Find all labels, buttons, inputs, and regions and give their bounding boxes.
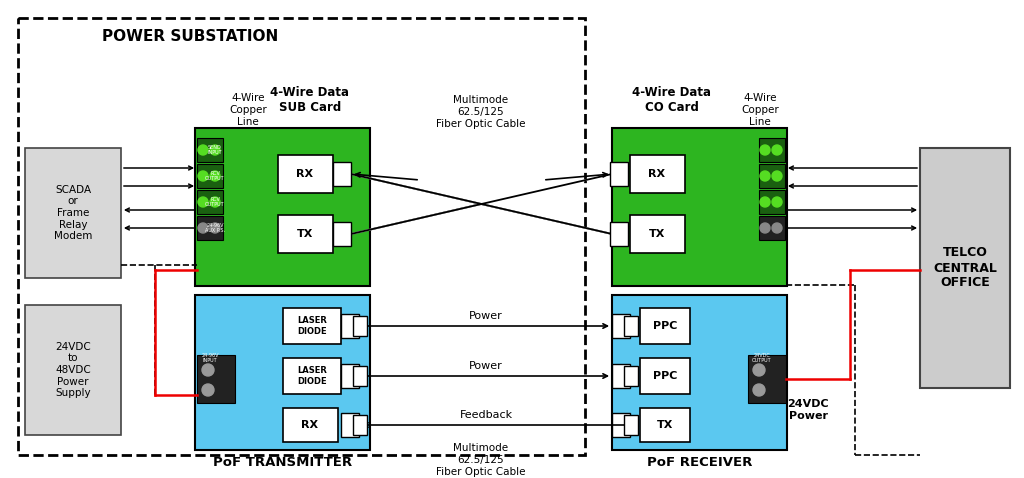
Bar <box>610 162 628 186</box>
Text: LASER
DIODE: LASER DIODE <box>297 366 327 386</box>
Bar <box>197 138 223 162</box>
Circle shape <box>753 364 765 376</box>
Circle shape <box>760 171 770 181</box>
Text: POWER SUBSTATION: POWER SUBSTATION <box>101 29 279 43</box>
Text: PoF RECEIVER: PoF RECEIVER <box>647 456 753 468</box>
Bar <box>197 355 234 403</box>
Bar <box>25 305 121 435</box>
Circle shape <box>760 145 770 155</box>
Circle shape <box>760 197 770 207</box>
Text: 24-96V
AUX P.S.: 24-96V AUX P.S. <box>205 223 225 233</box>
Text: 24VDC
OUTPUT: 24VDC OUTPUT <box>753 353 772 363</box>
Text: 4-Wire
Copper
Line: 4-Wire Copper Line <box>229 93 267 127</box>
Bar <box>25 148 121 278</box>
Bar <box>759 138 785 162</box>
Text: 4-Wire Data
SUB Card: 4-Wire Data SUB Card <box>270 86 349 114</box>
Circle shape <box>202 384 214 396</box>
Circle shape <box>210 171 220 181</box>
Text: RCV
OUTPUT: RCV OUTPUT <box>205 171 225 181</box>
Circle shape <box>210 197 220 207</box>
Text: TELCO
CENTRAL
OFFICE: TELCO CENTRAL OFFICE <box>933 247 997 290</box>
Bar <box>748 355 786 403</box>
Text: RX: RX <box>296 169 313 179</box>
Bar <box>612 364 630 388</box>
Bar <box>197 216 223 240</box>
Circle shape <box>198 145 208 155</box>
Bar <box>612 314 630 338</box>
Bar <box>18 18 585 455</box>
Bar <box>612 413 630 437</box>
Text: PPC: PPC <box>653 371 677 381</box>
Bar <box>624 415 638 435</box>
Circle shape <box>772 197 782 207</box>
Circle shape <box>753 384 765 396</box>
Text: 24-96V
INPUT: 24-96V INPUT <box>202 353 219 363</box>
Text: PPC: PPC <box>653 321 677 331</box>
Bar <box>612 295 787 450</box>
Bar <box>283 358 341 394</box>
Bar <box>333 162 351 186</box>
Bar <box>759 164 785 188</box>
Bar <box>640 308 690 344</box>
Text: TX: TX <box>649 229 666 239</box>
Text: 4-Wire
Copper
Line: 4-Wire Copper Line <box>741 93 779 127</box>
Text: RX: RX <box>648 169 666 179</box>
Bar <box>920 148 1010 388</box>
Bar <box>283 408 338 442</box>
Bar <box>630 155 685 193</box>
Circle shape <box>198 197 208 207</box>
Circle shape <box>198 171 208 181</box>
Text: Feedback: Feedback <box>460 410 513 420</box>
Circle shape <box>202 364 214 376</box>
Text: Multimode
62.5/125
Fiber Optic Cable: Multimode 62.5/125 Fiber Optic Cable <box>436 96 525 129</box>
Bar <box>197 190 223 214</box>
Bar <box>195 295 370 450</box>
Bar <box>612 128 787 286</box>
Bar <box>610 222 628 246</box>
Bar <box>341 364 359 388</box>
Bar <box>283 308 341 344</box>
Circle shape <box>210 145 220 155</box>
Bar <box>353 366 367 386</box>
Bar <box>278 155 333 193</box>
Text: 24VDC
to
48VDC
Power
Supply: 24VDC to 48VDC Power Supply <box>55 342 91 398</box>
Bar <box>278 215 333 253</box>
Text: SEND
INPUT: SEND INPUT <box>208 145 222 155</box>
Bar <box>353 316 367 336</box>
Text: TX: TX <box>656 420 673 430</box>
Bar <box>353 415 367 435</box>
Bar <box>759 190 785 214</box>
Text: PoF TRANSMITTER: PoF TRANSMITTER <box>213 456 352 468</box>
Bar <box>759 216 785 240</box>
Circle shape <box>772 171 782 181</box>
Text: Power: Power <box>469 361 503 371</box>
Bar <box>333 222 351 246</box>
Text: RCV
OUTPUT: RCV OUTPUT <box>205 196 225 207</box>
Text: SCADA
or
Frame
Relay
Modem: SCADA or Frame Relay Modem <box>54 185 92 241</box>
Circle shape <box>760 223 770 233</box>
Text: 24VDC
Power: 24VDC Power <box>787 399 828 421</box>
Text: RX: RX <box>301 420 318 430</box>
Circle shape <box>210 223 220 233</box>
Bar <box>195 128 370 286</box>
Circle shape <box>772 223 782 233</box>
Bar <box>640 408 690 442</box>
Bar <box>341 314 359 338</box>
Text: TX: TX <box>297 229 313 239</box>
Text: 4-Wire Data
CO Card: 4-Wire Data CO Card <box>633 86 712 114</box>
Bar <box>624 366 638 386</box>
Text: LASER
DIODE: LASER DIODE <box>297 316 327 336</box>
Bar <box>197 164 223 188</box>
Bar <box>341 413 359 437</box>
Circle shape <box>198 223 208 233</box>
Text: Multimode
62.5/125
Fiber Optic Cable: Multimode 62.5/125 Fiber Optic Cable <box>436 444 525 477</box>
Circle shape <box>772 145 782 155</box>
Bar <box>630 215 685 253</box>
Bar <box>640 358 690 394</box>
Text: Power: Power <box>469 311 503 321</box>
Bar <box>624 316 638 336</box>
